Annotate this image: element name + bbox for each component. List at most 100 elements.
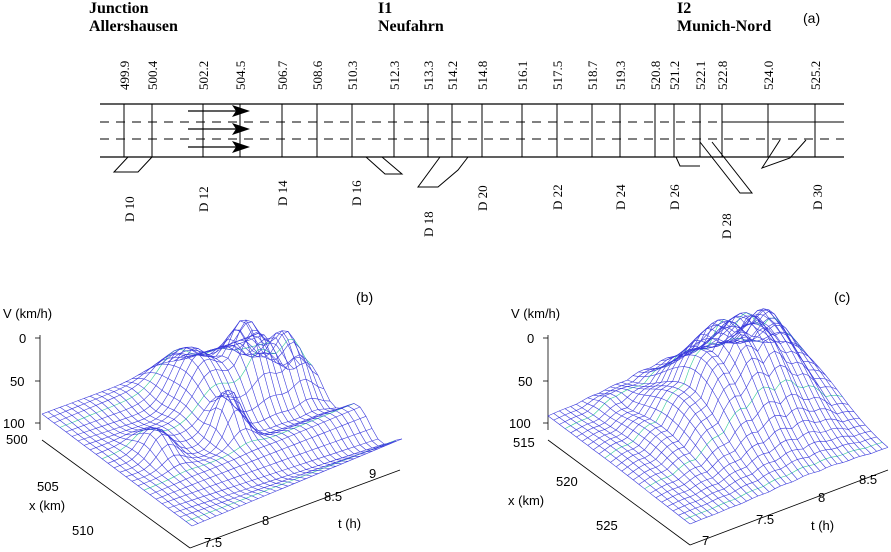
mesh-line [678,325,821,472]
panel-b-t-tick: 7.5 [204,535,223,550]
mesh-line [197,319,349,463]
mesh-line [59,342,271,428]
mesh-line [598,393,742,505]
mesh-line [547,415,691,525]
mesh-line [83,320,295,446]
panel-b-v-tick: 50 [10,374,25,389]
mesh-line [191,438,403,527]
panel-b-v-tick: 100 [3,416,25,431]
mesh-line [666,318,810,475]
mesh-line [107,356,319,464]
panel-a-label: (a) [803,10,821,26]
mesh-line [149,354,301,482]
mesh-line [712,313,855,459]
mesh-line [678,436,877,516]
mesh-line [173,443,385,513]
mesh-line [627,379,770,493]
mesh-line [717,308,860,457]
mesh-line [650,393,849,494]
mesh-line [53,409,205,522]
panel-c-v-tick: 0 [527,331,535,346]
mesh-line [71,402,223,514]
panel-c-t-tick: 8 [818,490,826,505]
panel-c-axes [543,335,889,546]
junction-line1: I1 [378,0,393,17]
mesh-line [233,331,385,451]
mesh-line [113,378,325,469]
mesh-line [649,348,793,483]
panel-c-v-tick: 50 [518,374,533,389]
panel-b-x-tick: 500 [6,432,28,447]
panel-b-v-axis-label: V (km/h) [3,306,53,321]
mesh-line [251,332,403,445]
mesh-line [615,383,759,497]
mesh-line [587,397,730,509]
panel-b-v-tick: 0 [19,331,27,346]
mesh-line [576,403,719,514]
panel-b-x-axis-label: x (km) [29,498,66,513]
mesh-line [728,317,872,454]
mesh-line [745,336,889,448]
mesh-line [245,335,397,447]
mesh-line [47,411,199,524]
mesh-line [564,408,708,518]
mesh-line [632,366,776,489]
panel-c-t-tick: 7.5 [756,512,775,527]
mesh-line [161,428,373,504]
junction-allershausen-label: Junction Allershausen [89,0,178,36]
mesh-line [655,407,854,498]
mesh-line [672,430,872,512]
mesh-line [95,393,247,504]
mesh-line [221,337,373,455]
mesh-line [143,403,355,491]
panel-c-t-axis-label: t (h) [811,518,835,533]
mesh-line [683,316,827,469]
mesh-line [734,322,877,452]
panel-c-x-tick: 515 [513,435,535,450]
mesh-line [644,348,787,485]
panel-c-x-axis-label: x (km) [508,493,545,508]
mesh-line [209,331,361,459]
mesh-line [179,354,331,469]
mesh-line [689,447,889,525]
junction-neufahrn-label: I1 Neufahrn [378,0,444,36]
mesh-line [155,416,367,500]
mesh-line [684,442,883,520]
junction-line2: Munich-Nord [677,18,772,35]
mesh-line [65,404,217,517]
panel-b-t-tick: 9 [369,466,377,481]
mesh-line [101,338,313,460]
mesh-line [604,389,747,502]
panel-b-t-tick: 8.5 [324,489,343,504]
mesh-line [627,338,826,476]
mesh-line [672,320,815,473]
junction-munich-nord-label: I2 Munich-Nord [677,0,771,36]
panel-c-label: (c) [834,289,851,305]
mesh-line [661,324,804,477]
mesh-line [638,354,781,487]
mesh-line [633,350,832,481]
junction-line2: Allershausen [89,18,178,35]
mesh-line [239,337,391,449]
mesh-line [616,319,815,468]
panel-c-v-axis-label: V (km/h) [511,306,561,321]
mesh-line [215,339,367,457]
mesh-line [695,315,838,465]
mesh-line [167,349,319,474]
mesh-line [155,347,307,479]
mesh-line [638,364,838,485]
mesh-line [125,392,337,477]
panel-b-x-tick: 505 [37,479,59,494]
mesh-line [700,323,843,463]
mesh-line [227,330,379,453]
panel-b-t-tick: 8 [262,513,270,528]
mesh-line [131,377,283,489]
mesh-line [119,389,331,473]
mesh-line [655,338,798,480]
mesh-line [59,407,211,519]
panel-b-label: (b) [356,289,374,305]
panel-b-axes [35,335,401,549]
